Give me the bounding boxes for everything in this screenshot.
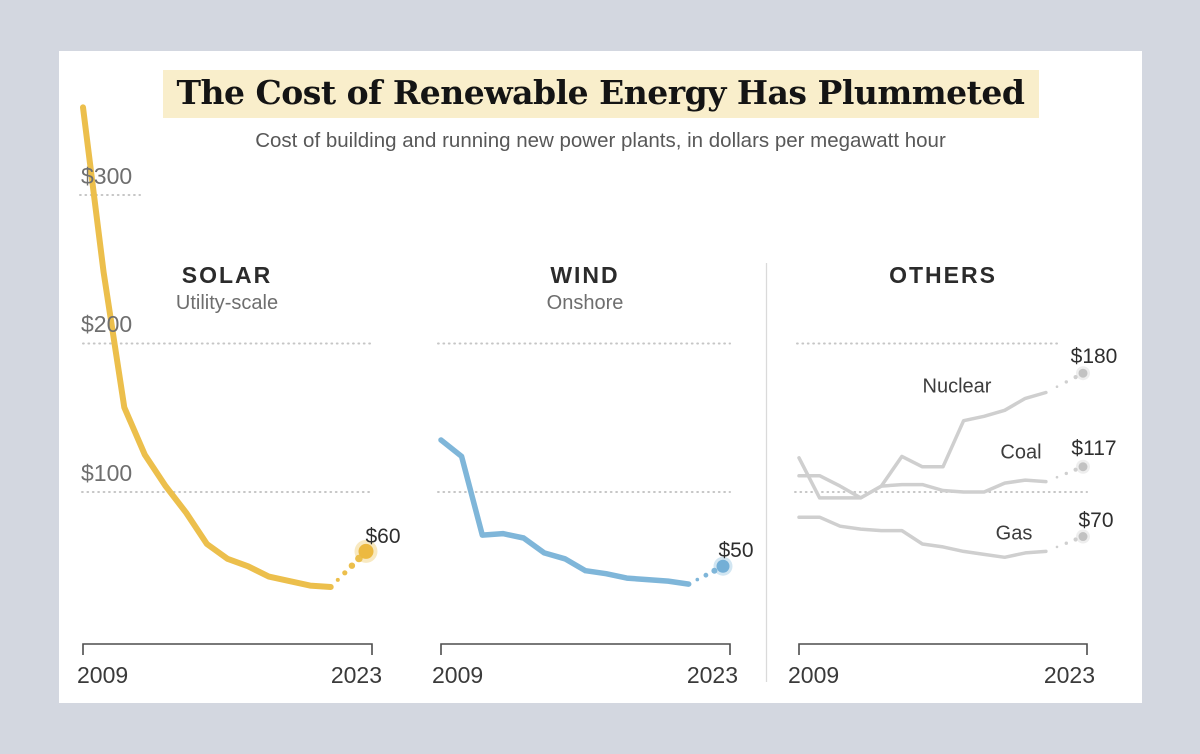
value-label-solar: $60 [365, 525, 401, 548]
projection-dot [335, 577, 340, 582]
panel-subtitle-solar: Utility-scale [175, 292, 279, 314]
chart-card: The Cost of Renewable Energy Has Plummet… [59, 51, 1142, 703]
y-tick-label-300: $300 [81, 163, 133, 189]
projection-dot [1073, 537, 1078, 542]
projection-dot [695, 577, 700, 582]
x-label-wind-end: 2023 [686, 662, 738, 688]
projection-dot [1073, 467, 1078, 472]
end-dot-nuclear [1078, 368, 1088, 378]
x-label-others-end: 2023 [1043, 662, 1095, 688]
series-label-gas: Gas [995, 522, 1033, 545]
x-label-others-start: 2009 [788, 662, 840, 688]
line-solar-utility-scale [80, 104, 334, 590]
x-label-solar-start: 2009 [77, 662, 129, 688]
projection-dot [1064, 541, 1068, 545]
value-label-coal: $117 [1071, 437, 1117, 460]
series-label-nuclear: Nuclear [922, 375, 992, 398]
end-dot-gas [1078, 532, 1088, 542]
chart-title-row: The Cost of Renewable Energy Has Plummet… [59, 70, 1142, 118]
end-dot-solar-utility-scale [358, 543, 374, 559]
projection-dot [1055, 385, 1059, 389]
panel-title-solar: SOLAR [181, 262, 273, 288]
projection-dot [703, 572, 709, 578]
projection-dot [1073, 375, 1078, 380]
chart-subtitle: Cost of building and running new power p… [255, 129, 946, 152]
x-label-solar-end: 2023 [330, 662, 382, 688]
series-label-coal: Coal [1000, 441, 1042, 464]
y-tick-label-100: $100 [81, 460, 133, 486]
value-label-nuclear: $180 [1070, 345, 1118, 368]
line-gas [797, 515, 1048, 560]
panel-subtitle-wind: Onshore [546, 292, 624, 314]
x-axis-others [798, 643, 1088, 655]
line-wind-onshore [438, 437, 692, 587]
projection-dot [1055, 475, 1059, 479]
projection-dot [1055, 545, 1059, 549]
projection-dot [348, 562, 356, 569]
value-label-wind: $50 [718, 539, 754, 562]
chart-title: The Cost of Renewable Energy Has Plummet… [162, 70, 1039, 118]
panel-title-wind: WIND [550, 262, 620, 288]
value-label-gas: $70 [1078, 509, 1114, 532]
projection-dot [1064, 471, 1068, 476]
projection-dot [1064, 380, 1068, 384]
chart-canvas [79, 104, 1090, 682]
projection-dot [711, 567, 718, 574]
line-coal [797, 473, 1048, 500]
x-axis-wind [440, 643, 731, 655]
y-tick-label-200: $200 [81, 311, 133, 337]
panel-title-others: OTHERS [889, 262, 997, 288]
end-dot-coal [1078, 462, 1088, 472]
projection-dot [342, 570, 348, 576]
line-nuclear [797, 390, 1048, 500]
x-label-wind-start: 2009 [432, 662, 484, 688]
end-dot-wind-onshore [716, 559, 730, 573]
x-axis-solar [82, 643, 373, 655]
